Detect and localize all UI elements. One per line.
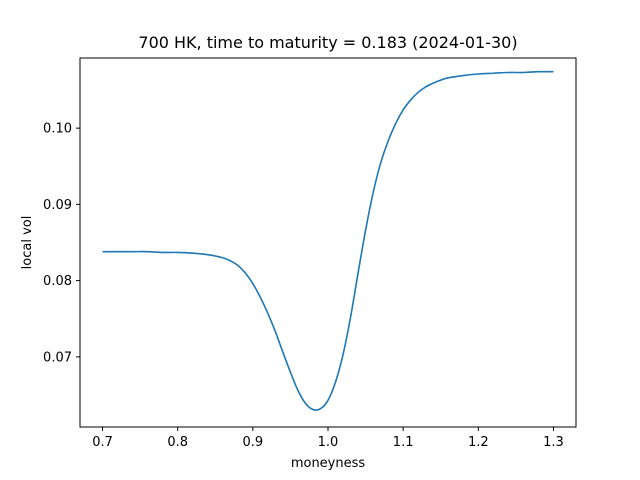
y-tick-label: 0.10 (43, 122, 72, 137)
x-tick-label: 0.8 (167, 435, 188, 450)
y-tick-label: 0.07 (43, 350, 72, 365)
x-axis-ticks: 0.7 0.8 0.9 1.0 1.1 1.2 1.3 (92, 427, 564, 450)
x-tick-label: 1.2 (468, 435, 489, 450)
x-tick-label: 1.0 (318, 435, 339, 450)
y-tick-label: 0.08 (43, 274, 72, 289)
y-axis-ticks: 0.07 0.08 0.09 0.10 (43, 122, 80, 365)
y-tick-label: 0.09 (43, 198, 72, 213)
x-tick-label: 0.9 (243, 435, 264, 450)
local-vol-line (102, 70, 554, 411)
x-tick-label: 1.1 (393, 435, 414, 450)
x-tick-label: 0.7 (92, 435, 113, 450)
x-tick-label: 1.3 (543, 435, 564, 450)
chart-title: 700 HK, time to maturity = 0.183 (2024-0… (138, 33, 517, 52)
series-layer (102, 70, 554, 411)
x-axis-label: moneyness (291, 456, 366, 471)
y-axis-label: local vol (20, 216, 35, 270)
